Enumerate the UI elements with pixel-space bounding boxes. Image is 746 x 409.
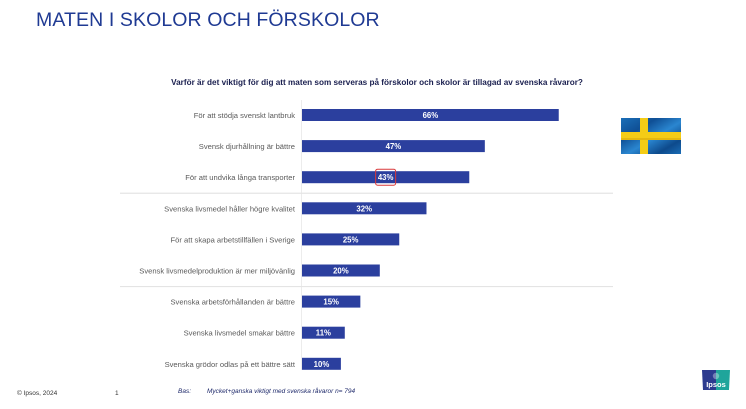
category-label: Svenska arbetsförhållanden är bättre <box>170 298 295 307</box>
ipsos-logo: Ipsos <box>702 370 730 390</box>
category-label: Svenska grödor odlas på ett bättre sätt <box>165 360 296 369</box>
value-label: 47% <box>386 142 402 151</box>
category-label: Svenska livsmedel smakar bättre <box>184 329 295 338</box>
value-label: 15% <box>323 298 339 307</box>
bar <box>302 202 427 215</box>
category-label: För att undvika långa transporter <box>185 173 295 182</box>
slide-title: MATEN I SKOLOR OCH FÖRSKOLOR <box>36 9 380 31</box>
value-label: 20% <box>333 267 349 276</box>
value-label: 10% <box>314 360 330 369</box>
bar <box>302 326 345 339</box>
chart-question-text: Varför är det viktigt för dig att maten … <box>171 78 583 87</box>
category-label: För att skapa arbetstillfällen i Sverige <box>170 235 295 244</box>
category-label: Svensk djurhållning är bättre <box>199 142 295 151</box>
sweden-flag-icon <box>621 118 681 154</box>
ipsos-logo-text: Ipsos <box>706 380 726 389</box>
bar <box>302 357 341 370</box>
category-label: Svenska livsmedel håller högre kvalitet <box>164 204 296 213</box>
bar <box>302 171 470 184</box>
footer-base-note: Mycket+ganska viktigt med svenska råvaro… <box>207 388 356 395</box>
chart-question: Varför är det viktigt för dig att maten … <box>0 78 746 87</box>
bar <box>302 109 559 121</box>
page-number: 1 <box>115 390 119 397</box>
value-label: 11% <box>316 329 331 338</box>
bar <box>302 264 380 277</box>
footer-base-label: Bas: <box>178 388 192 395</box>
value-label: 66% <box>423 111 439 120</box>
value-label: 32% <box>356 204 372 213</box>
footer-copyright: © Ipsos, 2024 <box>17 390 58 397</box>
highlight-box <box>375 168 397 186</box>
value-label: 25% <box>343 235 359 244</box>
bar <box>302 140 485 153</box>
bar <box>302 295 361 308</box>
category-label: Svensk livsmedelproduktion är mer miljöv… <box>139 267 295 276</box>
value-label: 43% <box>378 173 394 182</box>
category-label: För att stödja svenskt lantbruk <box>194 111 295 120</box>
bar <box>302 233 400 246</box>
